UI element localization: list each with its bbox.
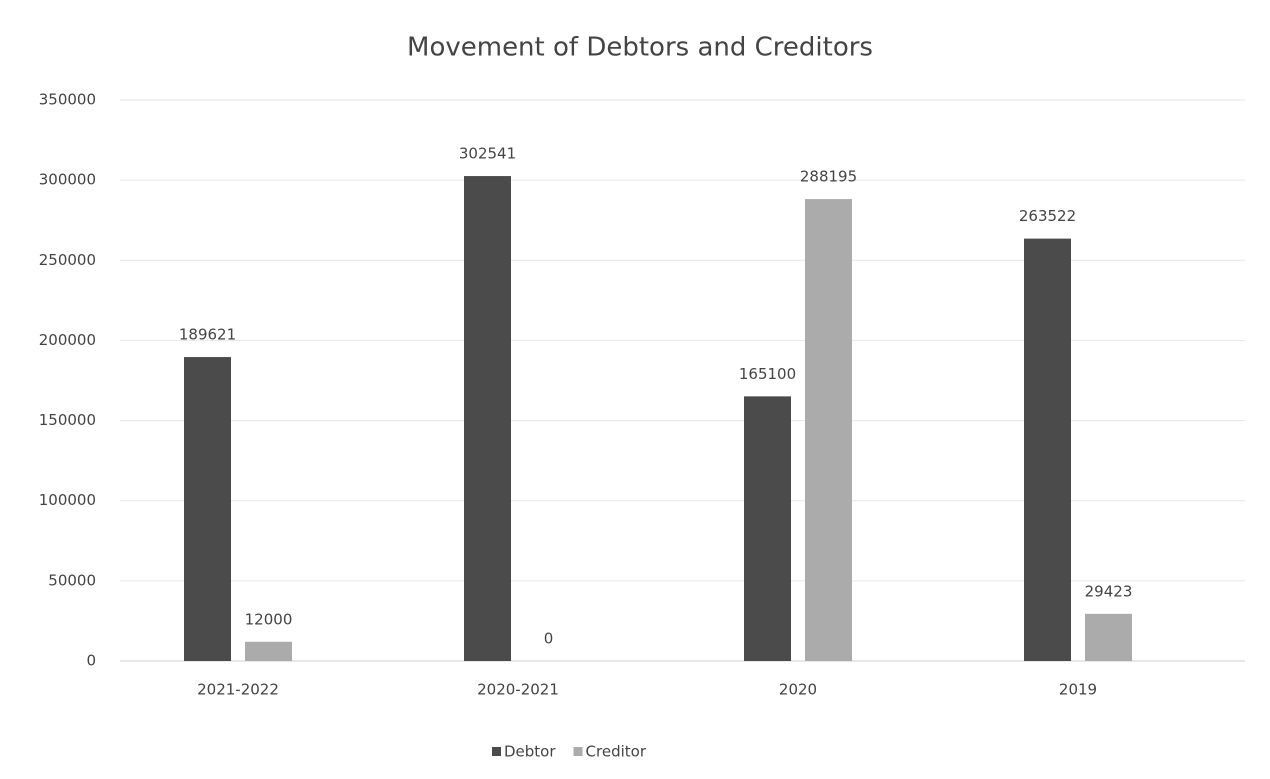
value-label: 165100 bbox=[739, 365, 796, 383]
value-label: 263522 bbox=[1019, 207, 1076, 225]
bar bbox=[184, 357, 231, 661]
x-tick-label: 2021-2022 bbox=[197, 681, 279, 699]
y-tick-label: 100000 bbox=[39, 491, 96, 509]
chart-title: Movement of Debtors and Creditors bbox=[407, 33, 873, 63]
value-label: 288195 bbox=[800, 168, 857, 186]
value-label: 302541 bbox=[459, 145, 516, 163]
y-tick-label: 150000 bbox=[39, 411, 96, 429]
y-tick-label: 250000 bbox=[39, 251, 96, 269]
x-tick-label: 2020-2021 bbox=[477, 681, 559, 699]
y-tick-label: 200000 bbox=[39, 331, 96, 349]
value-label: 0 bbox=[544, 630, 554, 648]
legend-label: Debtor bbox=[504, 743, 556, 761]
bar bbox=[1085, 613, 1132, 661]
y-tick-label: 50000 bbox=[48, 571, 96, 589]
legend-label: Creditor bbox=[586, 743, 647, 761]
bar bbox=[805, 199, 852, 662]
value-label: 189621 bbox=[179, 326, 236, 344]
x-tick-label: 2019 bbox=[1059, 681, 1097, 699]
legend-swatch bbox=[573, 747, 583, 756]
bar bbox=[245, 641, 292, 661]
legend-swatch bbox=[492, 747, 501, 756]
bar bbox=[744, 396, 791, 661]
y-tick-label: 300000 bbox=[39, 171, 96, 189]
y-tick-label: 350000 bbox=[39, 91, 96, 109]
x-tick-label: 2020 bbox=[779, 681, 817, 699]
value-label: 12000 bbox=[245, 610, 293, 628]
y-tick-label: 0 bbox=[86, 652, 96, 670]
bar bbox=[1024, 238, 1071, 661]
bar bbox=[464, 176, 511, 661]
value-label: 29423 bbox=[1085, 582, 1133, 600]
